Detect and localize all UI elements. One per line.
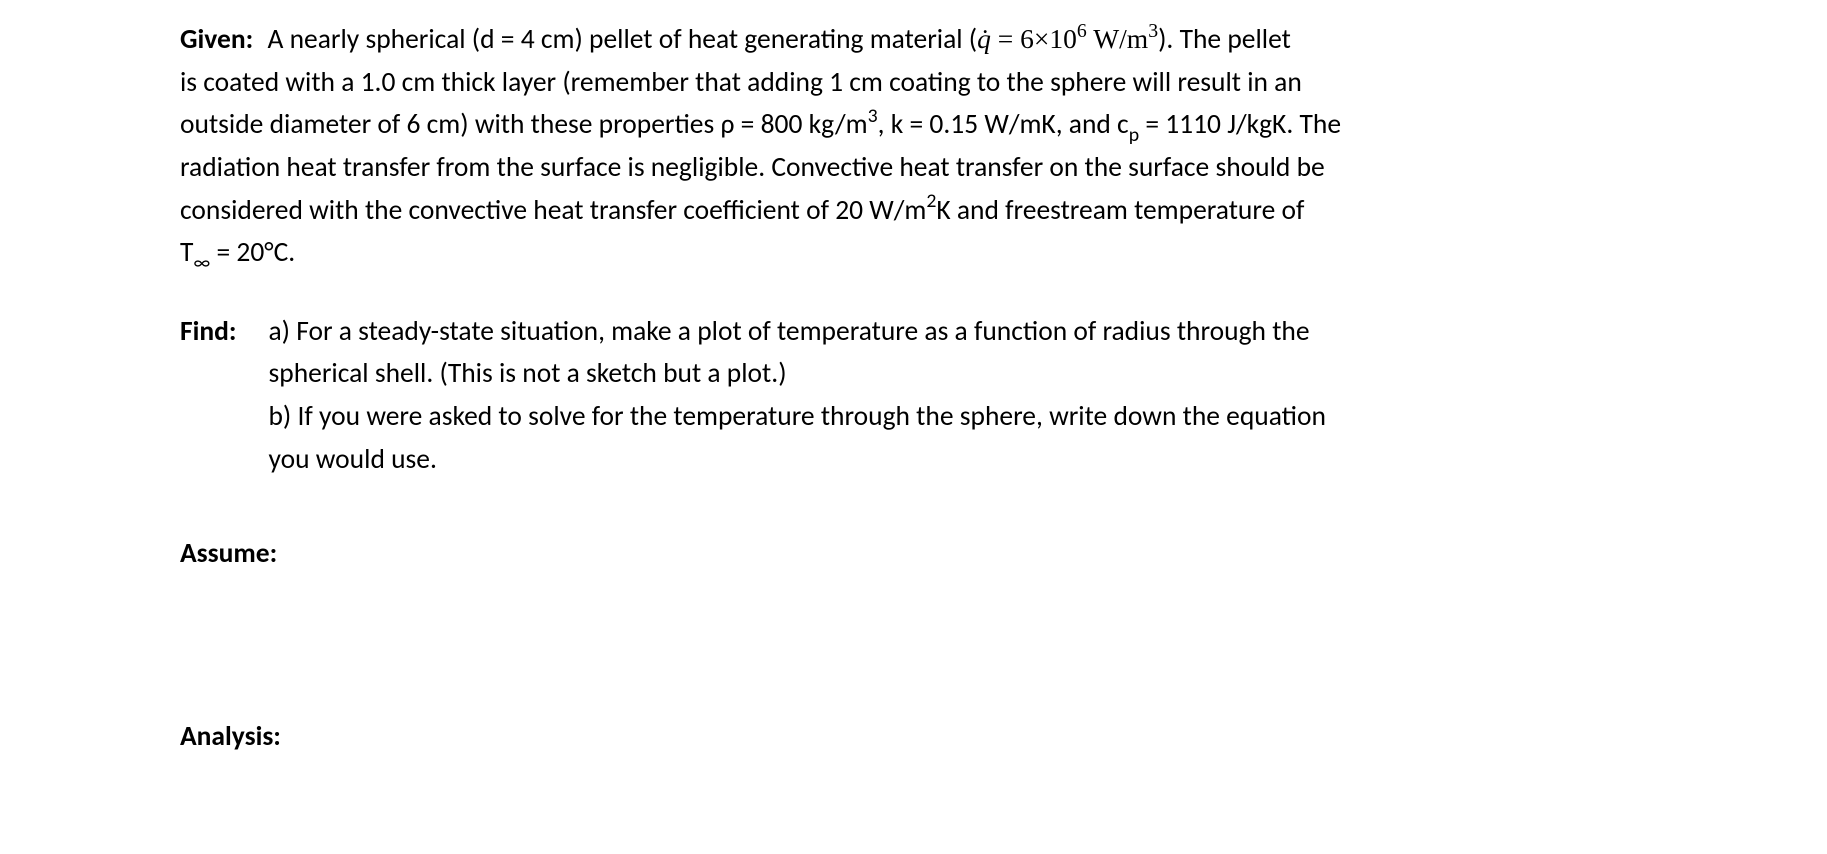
given-section: Given: A nearly spherical (d = 4 cm) pel… bbox=[180, 18, 1647, 275]
analysis-section: Analysis: bbox=[180, 716, 1647, 759]
given-text-3b: , k = 0.15 W/mK, and c bbox=[878, 108, 1129, 141]
exp-3: 3 bbox=[1148, 20, 1158, 42]
given-text-1b: ). The pellet bbox=[1158, 23, 1291, 56]
times-symbol: × bbox=[1034, 23, 1050, 54]
exp-6: 6 bbox=[1077, 20, 1087, 42]
given-line-3: outside diameter of 6 cm) with these pro… bbox=[180, 104, 1647, 147]
find-label: Find: bbox=[180, 311, 236, 482]
find-b-line2: you would use. bbox=[268, 439, 1647, 482]
given-text-3c: = 1110 J/kgK. The bbox=[1139, 108, 1341, 141]
given-text-5b: K and freestream temperature of bbox=[936, 194, 1304, 227]
given-label: Given: bbox=[180, 23, 253, 56]
given-line-1: Given: A nearly spherical (d = 4 cm) pel… bbox=[180, 18, 1647, 62]
find-section: Find: a) For a steady-state situation, m… bbox=[180, 311, 1647, 482]
find-a-line2: spherical shell. (This is not a sketch b… bbox=[268, 353, 1647, 396]
given-text-6a: T bbox=[180, 236, 193, 269]
given-line-5: considered with the convective heat tran… bbox=[180, 190, 1647, 233]
analysis-label: Analysis: bbox=[180, 720, 281, 753]
qdot-eq: = 6 bbox=[991, 23, 1034, 54]
cp-sub: p bbox=[1129, 123, 1139, 147]
assume-section: Assume: bbox=[180, 533, 1647, 576]
t-inf-sub: ∞ bbox=[193, 251, 210, 275]
find-a-line1: a) For a steady-state situation, make a … bbox=[268, 311, 1647, 354]
given-text-3a: outside diameter of 6 cm) with these pro… bbox=[180, 108, 868, 141]
wm3-a: W/m bbox=[1087, 23, 1148, 54]
l3-exp3: 3 bbox=[868, 104, 878, 128]
l5-exp2: 2 bbox=[926, 189, 936, 213]
given-text-1a: A nearly spherical (d = 4 cm) pellet of … bbox=[267, 23, 977, 56]
given-line-2: is coated with a 1.0 cm thick layer (rem… bbox=[180, 62, 1647, 105]
given-text-5a: considered with the convective heat tran… bbox=[180, 194, 926, 227]
ten-text: 10 bbox=[1049, 23, 1077, 54]
qdot-symbol: q̇ bbox=[977, 23, 991, 54]
given-text-6b: = 20°C. bbox=[210, 236, 295, 269]
find-b-line1: b) If you were asked to solve for the te… bbox=[268, 396, 1647, 439]
given-line-4: radiation heat transfer from the surface… bbox=[180, 147, 1647, 190]
find-body: a) For a steady-state situation, make a … bbox=[268, 311, 1647, 482]
given-line-6: T∞ = 20°C. bbox=[180, 232, 1647, 275]
assume-label: Assume: bbox=[180, 537, 277, 570]
document-page: Given: A nearly spherical (d = 4 cm) pel… bbox=[0, 0, 1827, 854]
